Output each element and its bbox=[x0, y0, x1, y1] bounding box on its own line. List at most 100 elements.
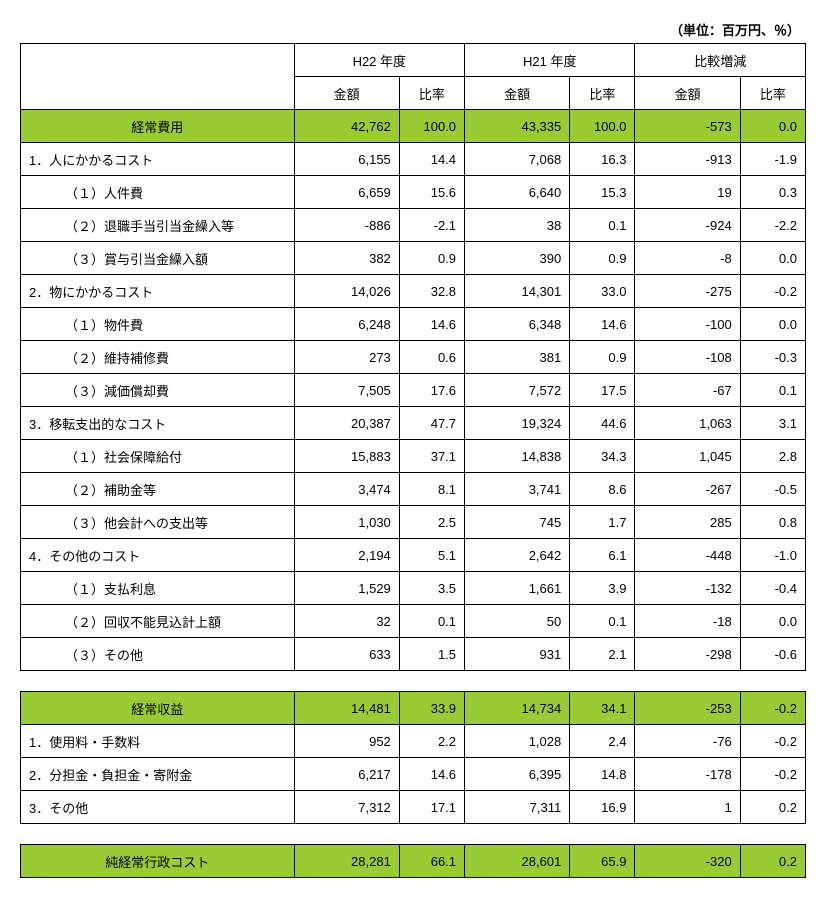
h21-ratio: 6.1 bbox=[570, 539, 635, 572]
table-row: （２）退職手当引当金繰入等-886-2.1380.1-924-2.2 bbox=[21, 209, 806, 242]
h22-ratio: 14.6 bbox=[399, 758, 464, 791]
unit-label: （単位：百万円、％） bbox=[20, 20, 806, 39]
h22-amount: 20,387 bbox=[294, 407, 399, 440]
h21-ratio: 8.6 bbox=[570, 473, 635, 506]
header-h22: H22 年度 bbox=[294, 44, 464, 77]
diff-ratio: -2.2 bbox=[740, 209, 805, 242]
diff-amount: -76 bbox=[635, 725, 740, 758]
table-row: （１）物件費6,24814.66,34814.6-1000.0 bbox=[21, 308, 806, 341]
table-row: 1．人にかかるコスト6,15514.47,06816.3-913-1.9 bbox=[21, 143, 806, 176]
diff-ratio: 0.0 bbox=[740, 605, 805, 638]
h21-ratio: 1.7 bbox=[570, 506, 635, 539]
h21-ratio: 16.9 bbox=[570, 791, 635, 824]
diff-amount: -298 bbox=[635, 638, 740, 671]
h22-ratio: 66.1 bbox=[399, 845, 464, 878]
diff-amount: -8 bbox=[635, 242, 740, 275]
financial-table: H22 年度 H21 年度 比較増減 金額 比率 金額 比率 金額 比率 経常費… bbox=[20, 43, 806, 878]
h21-ratio: 0.1 bbox=[570, 209, 635, 242]
h21-amount: 14,734 bbox=[465, 692, 570, 725]
h21-amount: 1,028 bbox=[465, 725, 570, 758]
row-label: 4．その他のコスト bbox=[21, 539, 295, 572]
h21-amount: 381 bbox=[465, 341, 570, 374]
h22-ratio: 17.1 bbox=[399, 791, 464, 824]
h22-amount: -886 bbox=[294, 209, 399, 242]
row-label: （１）社会保障給付 bbox=[21, 440, 295, 473]
table-row: （１）人件費6,65915.66,64015.3190.3 bbox=[21, 176, 806, 209]
h21-amount: 6,395 bbox=[465, 758, 570, 791]
diff-amount: -275 bbox=[635, 275, 740, 308]
diff-ratio: -1.0 bbox=[740, 539, 805, 572]
diff-amount: -924 bbox=[635, 209, 740, 242]
h21-ratio: 33.0 bbox=[570, 275, 635, 308]
h22-ratio: 1.5 bbox=[399, 638, 464, 671]
h21-amount: 6,348 bbox=[465, 308, 570, 341]
h22-amount: 382 bbox=[294, 242, 399, 275]
diff-amount: -108 bbox=[635, 341, 740, 374]
h21-amount: 931 bbox=[465, 638, 570, 671]
h21-amount: 50 bbox=[465, 605, 570, 638]
row-label: 2．分担金・負担金・寄附金 bbox=[21, 758, 295, 791]
h21-amount: 6,640 bbox=[465, 176, 570, 209]
diff-amount: -100 bbox=[635, 308, 740, 341]
header-h21-amount: 金額 bbox=[465, 77, 570, 110]
h22-amount: 7,505 bbox=[294, 374, 399, 407]
diff-ratio: -0.2 bbox=[740, 725, 805, 758]
h22-amount: 6,659 bbox=[294, 176, 399, 209]
h22-ratio: 32.8 bbox=[399, 275, 464, 308]
gap-row bbox=[21, 671, 806, 692]
diff-amount: 1,063 bbox=[635, 407, 740, 440]
diff-ratio: -0.2 bbox=[740, 758, 805, 791]
diff-ratio: -0.2 bbox=[740, 692, 805, 725]
diff-amount: -18 bbox=[635, 605, 740, 638]
h22-ratio: 33.9 bbox=[399, 692, 464, 725]
h21-amount: 43,335 bbox=[465, 110, 570, 143]
h21-ratio: 2.1 bbox=[570, 638, 635, 671]
h22-amount: 3,474 bbox=[294, 473, 399, 506]
h21-ratio: 14.8 bbox=[570, 758, 635, 791]
h22-amount: 32 bbox=[294, 605, 399, 638]
h21-ratio: 3.9 bbox=[570, 572, 635, 605]
row-label: （３）減価償却費 bbox=[21, 374, 295, 407]
h22-amount: 1,030 bbox=[294, 506, 399, 539]
h22-ratio: 8.1 bbox=[399, 473, 464, 506]
row-label: 1．人にかかるコスト bbox=[21, 143, 295, 176]
h21-ratio: 0.9 bbox=[570, 242, 635, 275]
diff-amount: -320 bbox=[635, 845, 740, 878]
table-row: 4．その他のコスト2,1945.12,6426.1-448-1.0 bbox=[21, 539, 806, 572]
header-h21: H21 年度 bbox=[465, 44, 635, 77]
h22-amount: 633 bbox=[294, 638, 399, 671]
table-row: （３）賞与引当金繰入額3820.93900.9-80.0 bbox=[21, 242, 806, 275]
row-label: 純経常行政コスト bbox=[21, 845, 295, 878]
table-row: （１）社会保障給付15,88337.114,83834.31,0452.8 bbox=[21, 440, 806, 473]
h22-ratio: 3.5 bbox=[399, 572, 464, 605]
diff-amount: -132 bbox=[635, 572, 740, 605]
diff-amount: -448 bbox=[635, 539, 740, 572]
h21-ratio: 34.1 bbox=[570, 692, 635, 725]
h22-amount: 14,026 bbox=[294, 275, 399, 308]
h22-ratio: -2.1 bbox=[399, 209, 464, 242]
h21-amount: 7,311 bbox=[465, 791, 570, 824]
h22-amount: 14,481 bbox=[294, 692, 399, 725]
diff-amount: 285 bbox=[635, 506, 740, 539]
h21-amount: 7,572 bbox=[465, 374, 570, 407]
diff-amount: 19 bbox=[635, 176, 740, 209]
table-row: 2．分担金・負担金・寄附金6,21714.66,39514.8-178-0.2 bbox=[21, 758, 806, 791]
section-header-expenses: 経常費用42,762100.043,335100.0-5730.0 bbox=[21, 110, 806, 143]
row-label: 3．その他 bbox=[21, 791, 295, 824]
diff-ratio: 0.2 bbox=[740, 845, 805, 878]
table-row: （２）補助金等3,4748.13,7418.6-267-0.5 bbox=[21, 473, 806, 506]
h22-ratio: 17.6 bbox=[399, 374, 464, 407]
gap-row bbox=[21, 824, 806, 845]
h21-ratio: 15.3 bbox=[570, 176, 635, 209]
diff-ratio: 0.0 bbox=[740, 242, 805, 275]
h22-ratio: 0.6 bbox=[399, 341, 464, 374]
h21-amount: 14,838 bbox=[465, 440, 570, 473]
header-h21-ratio: 比率 bbox=[570, 77, 635, 110]
h21-amount: 745 bbox=[465, 506, 570, 539]
h21-amount: 390 bbox=[465, 242, 570, 275]
header-diff: 比較増減 bbox=[635, 44, 806, 77]
row-label: （２）補助金等 bbox=[21, 473, 295, 506]
row-label: 3．移転支出的なコスト bbox=[21, 407, 295, 440]
diff-amount: -67 bbox=[635, 374, 740, 407]
h21-ratio: 0.9 bbox=[570, 341, 635, 374]
